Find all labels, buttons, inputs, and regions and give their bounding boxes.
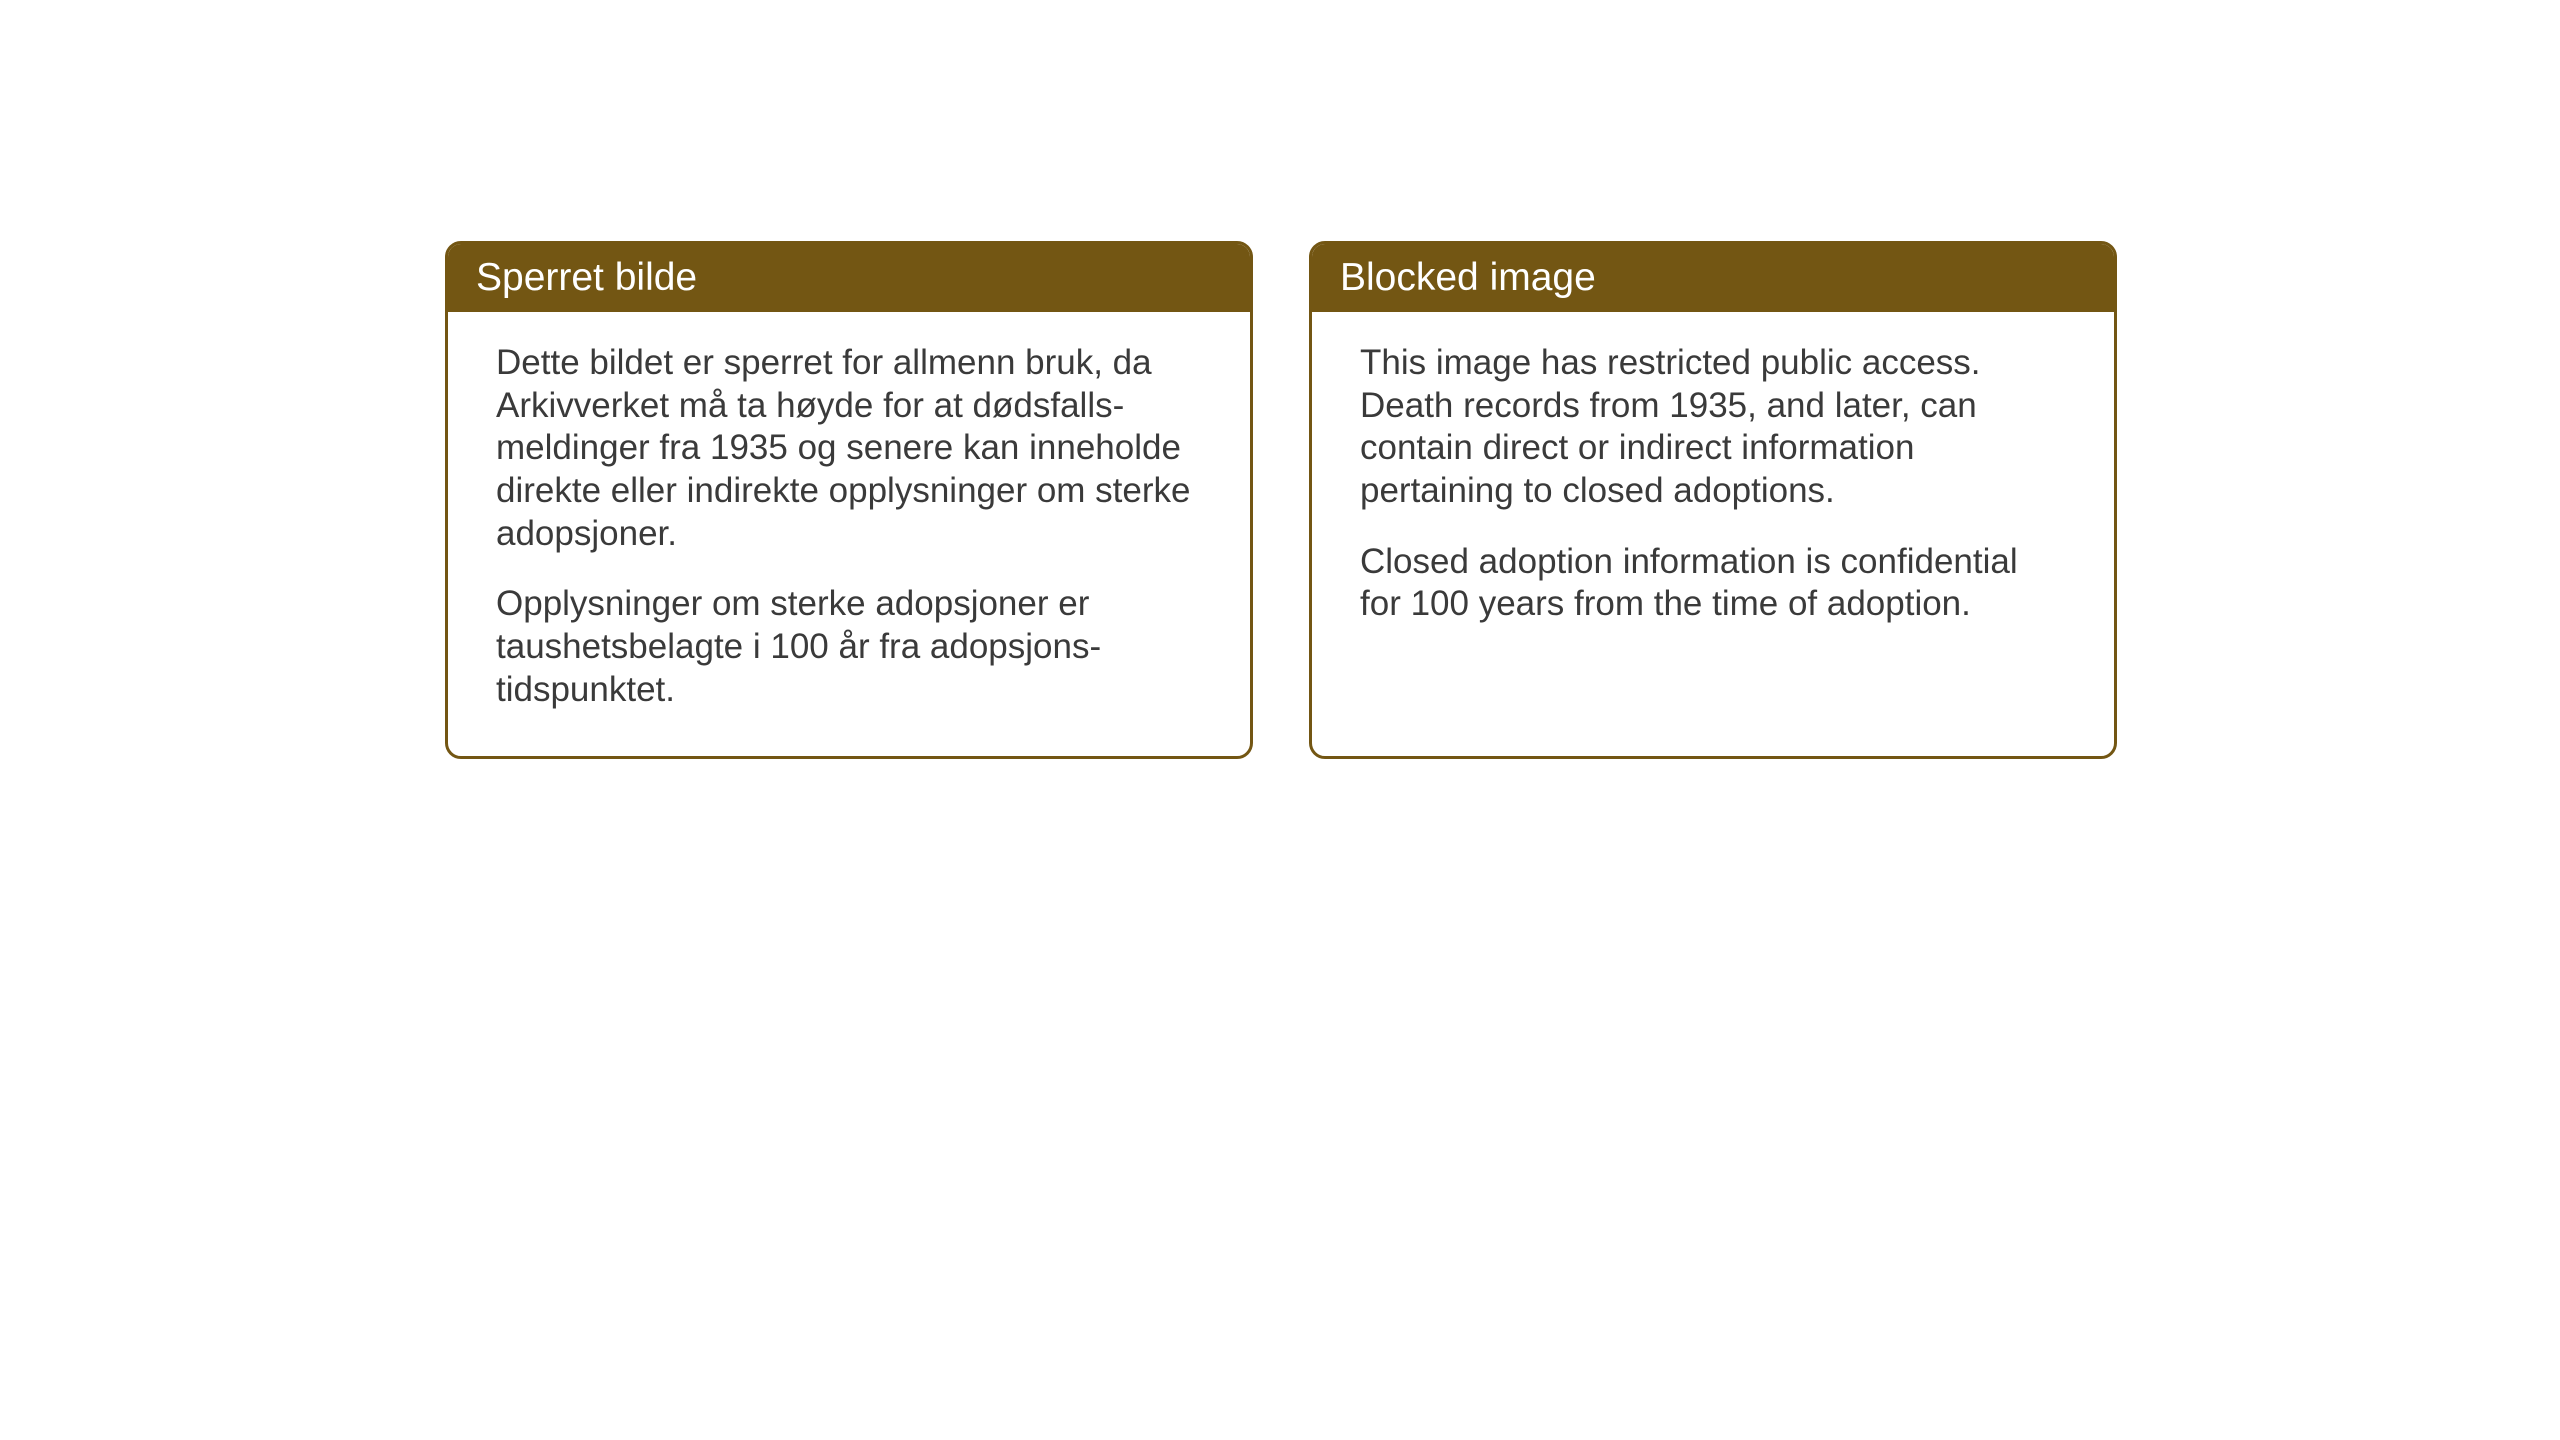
card-paragraph-2-english: Closed adoption information is confident… bbox=[1360, 541, 2066, 626]
card-title-norwegian: Sperret bilde bbox=[476, 256, 697, 299]
card-paragraph-1-norwegian: Dette bildet er sperret for allmenn bruk… bbox=[496, 342, 1202, 555]
card-paragraph-2-norwegian: Opplysninger om sterke adopsjoner er tau… bbox=[496, 583, 1202, 711]
card-norwegian: Sperret bilde Dette bildet er sperret fo… bbox=[445, 241, 1253, 759]
card-body-english: This image has restricted public access.… bbox=[1312, 312, 2114, 670]
card-title-english: Blocked image bbox=[1340, 256, 1596, 299]
card-header-english: Blocked image bbox=[1312, 244, 2114, 312]
card-english: Blocked image This image has restricted … bbox=[1309, 241, 2117, 759]
card-body-norwegian: Dette bildet er sperret for allmenn bruk… bbox=[448, 312, 1250, 756]
card-header-norwegian: Sperret bilde bbox=[448, 244, 1250, 312]
card-paragraph-1-english: This image has restricted public access.… bbox=[1360, 342, 2066, 513]
cards-container: Sperret bilde Dette bildet er sperret fo… bbox=[445, 241, 2117, 759]
